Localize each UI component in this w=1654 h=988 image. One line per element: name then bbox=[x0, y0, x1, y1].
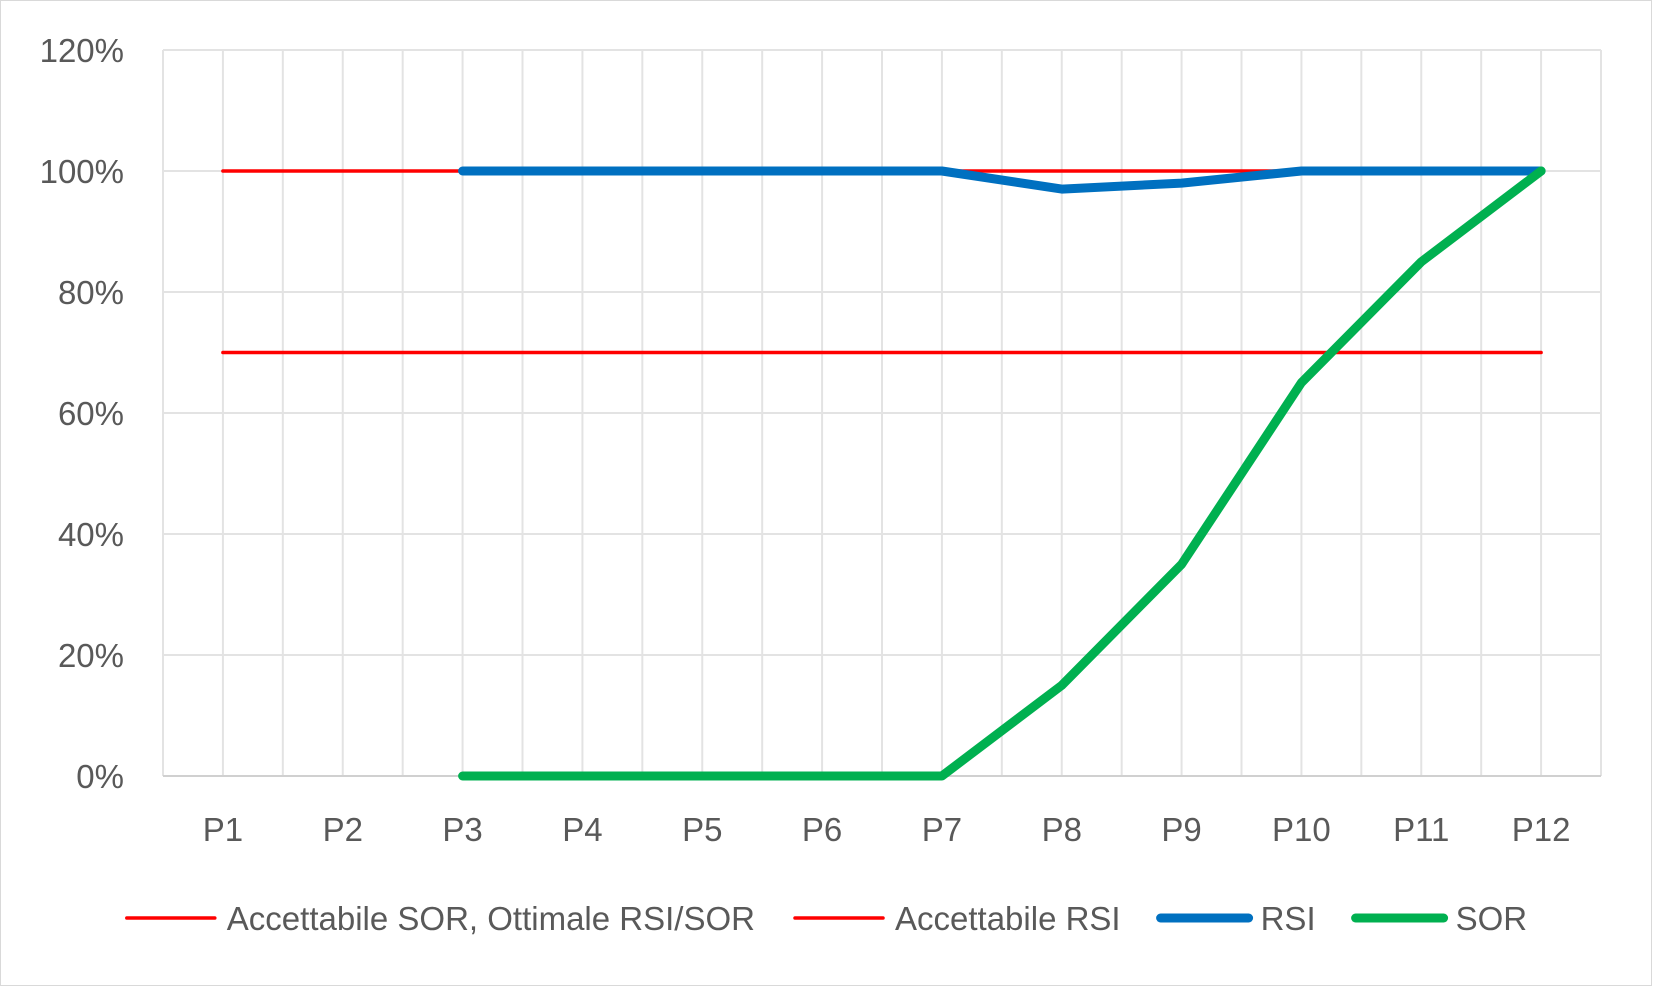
legend-label: SOR bbox=[1456, 900, 1528, 937]
grid bbox=[162, 49, 1602, 777]
x-tick-label: P6 bbox=[802, 811, 842, 848]
x-tick-label: P8 bbox=[1042, 811, 1082, 848]
series-line-3 bbox=[458, 166, 1546, 781]
y-tick-label: 80% bbox=[58, 274, 124, 311]
x-tick-label: P1 bbox=[203, 811, 243, 848]
y-axis-ticks: 0% 20% 40% 60% 80% 100% 120% bbox=[40, 32, 124, 795]
legend-item: Accettabile RSI bbox=[793, 900, 1121, 937]
legend-item: RSI bbox=[1156, 900, 1316, 937]
series-lines bbox=[221, 166, 1546, 781]
y-tick-label: 0% bbox=[76, 758, 124, 795]
x-tick-label: P9 bbox=[1161, 811, 1201, 848]
x-tick-label: P12 bbox=[1512, 811, 1571, 848]
legend-label: Accettabile SOR, Ottimale RSI/SOR bbox=[227, 900, 755, 937]
x-axis-ticks: P1 P2 P3 P4 P5 P6 P7 P8 P9 P10 P11 P12 bbox=[203, 811, 1571, 848]
y-tick-label: 60% bbox=[58, 395, 124, 432]
legend: Accettabile SOR, Ottimale RSI/SOR Accetta… bbox=[125, 900, 1528, 937]
x-tick-label: P2 bbox=[323, 811, 363, 848]
x-tick-label: P10 bbox=[1272, 811, 1331, 848]
x-tick-label: P7 bbox=[922, 811, 962, 848]
series-line-2 bbox=[458, 166, 1546, 194]
legend-item: SOR bbox=[1351, 900, 1528, 937]
y-tick-label: 100% bbox=[40, 153, 124, 190]
legend-label: RSI bbox=[1261, 900, 1316, 937]
legend-label: Accettabile RSI bbox=[895, 900, 1121, 937]
y-tick-label: 120% bbox=[40, 32, 124, 69]
y-tick-label: 40% bbox=[58, 516, 124, 553]
x-tick-label: P5 bbox=[682, 811, 722, 848]
x-tick-label: P11 bbox=[1393, 811, 1449, 848]
y-tick-label: 20% bbox=[58, 637, 124, 674]
x-tick-label: P4 bbox=[562, 811, 602, 848]
x-tick-label: P3 bbox=[442, 811, 482, 848]
legend-item: Accettabile SOR, Ottimale RSI/SOR bbox=[125, 900, 755, 937]
